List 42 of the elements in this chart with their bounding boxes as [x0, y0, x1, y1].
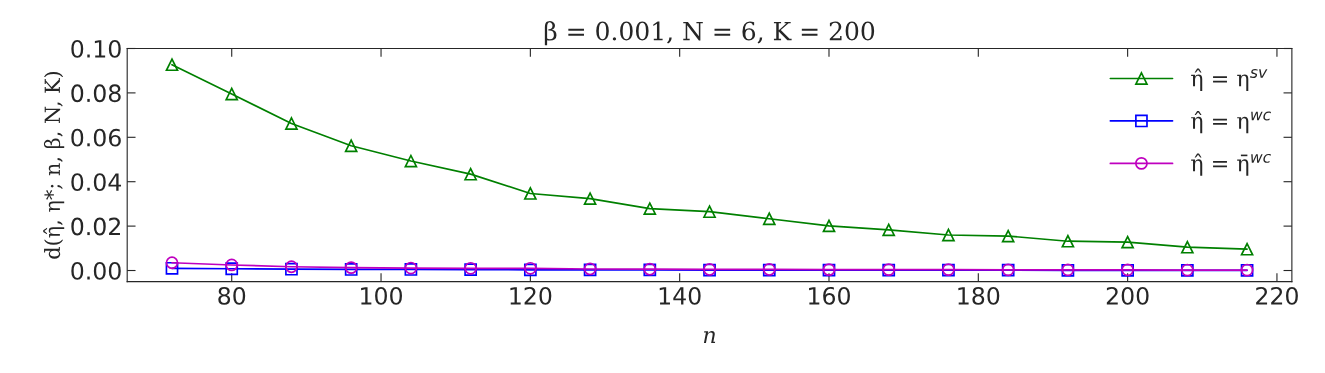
point — [225, 258, 239, 272]
y-tick-label: 0.02 — [71, 217, 120, 236]
legend-label: η̂ = η$^{sv}$ — [1191, 68, 1268, 91]
legend-label: η̂ = η$^{wc}$ — [1191, 110, 1271, 134]
point — [1121, 235, 1135, 249]
point — [1180, 240, 1194, 254]
y-axis-title: d(η̂, η*; n, β, N, K) — [43, 71, 65, 259]
x-tick-label: 200 — [1106, 286, 1149, 305]
x-tick-label: 80 — [218, 286, 246, 305]
y-tick-label: 0.00 — [71, 261, 121, 280]
point — [225, 87, 239, 101]
point — [583, 192, 597, 205]
point — [523, 187, 537, 200]
x-tick-label: 160 — [809, 286, 850, 305]
point — [344, 139, 358, 153]
point — [1240, 242, 1254, 256]
y-tick-label: 0.06 — [71, 128, 121, 147]
point — [882, 223, 896, 237]
point — [762, 212, 776, 226]
y-tick-label: 0.08 — [71, 84, 121, 103]
point — [165, 58, 179, 72]
point — [1061, 234, 1075, 248]
point — [404, 154, 418, 168]
point — [942, 228, 955, 242]
x-tick-label: 140 — [659, 286, 701, 305]
point — [464, 167, 478, 181]
point — [165, 256, 179, 270]
x-tick-label: 100 — [361, 286, 402, 305]
point — [703, 205, 716, 219]
point — [822, 219, 836, 233]
y-tick-label: 0.04 — [71, 173, 122, 192]
legend-label: η̂ = η̄$^{wc}$ — [1191, 153, 1271, 176]
point — [225, 262, 239, 276]
x-tick-label: 120 — [510, 286, 552, 305]
x-axis-title: n — [703, 331, 716, 343]
x-tick-label: 220 — [1256, 286, 1298, 305]
y-tick-label: 0.10 — [71, 39, 121, 58]
x-tick-label: 180 — [958, 286, 1000, 305]
point — [643, 202, 657, 215]
chart-title: β = 0.001, N = 6, K = 200 — [544, 21, 875, 46]
point — [285, 117, 298, 130]
point — [1001, 229, 1015, 243]
